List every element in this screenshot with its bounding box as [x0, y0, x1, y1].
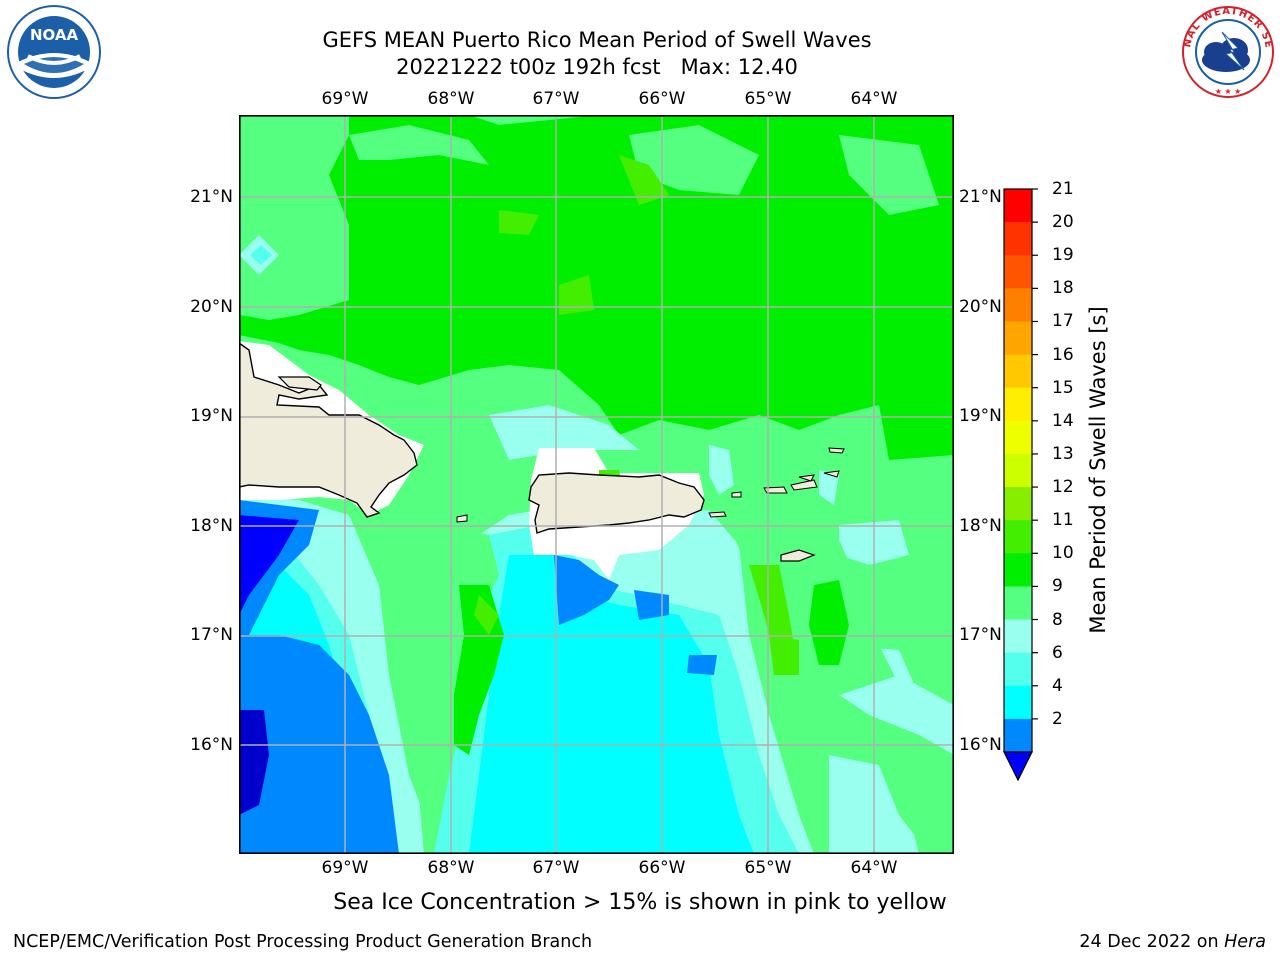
lat-tick-right-3: 18°N — [959, 516, 1002, 536]
lon-tick-top-0: 69°W — [321, 89, 369, 109]
colorbar-under-arrow — [1003, 751, 1033, 782]
colorbar-tick-17: 17 — [1052, 311, 1074, 332]
colorbar-tick-10: 10 — [1052, 543, 1074, 564]
colorbar-band-1 — [1004, 222, 1032, 256]
lat-tick-right-2: 19°N — [959, 406, 1002, 426]
lon-tick-top-3: 66°W — [638, 89, 686, 109]
colorbar-tick-4: 4 — [1052, 675, 1063, 696]
colorbar-title: Mean Period of Swell Waves [s] — [1086, 306, 1110, 634]
lat-tick-left-5: 16°N — [190, 735, 233, 755]
colorbar-tick-2: 2 — [1052, 708, 1063, 729]
colorbar-tick-15: 15 — [1052, 377, 1074, 398]
colorbar-tick-19: 19 — [1052, 245, 1074, 266]
lon-tick-top-5: 64°W — [850, 89, 898, 109]
map-grid — [239, 115, 954, 854]
colorbar-band-4 — [1004, 321, 1032, 356]
colorbar-band-8 — [1004, 453, 1032, 488]
lon-tick-bottom-0: 69°W — [321, 858, 369, 878]
lat-tick-right-0: 21°N — [959, 187, 1002, 207]
colorbar-tick-14: 14 — [1052, 410, 1074, 431]
sea-ice-note: Sea Ice Concentration > 15% is shown in … — [333, 890, 947, 915]
lat-tick-left-4: 17°N — [190, 625, 233, 645]
colorbar-band-16 — [1004, 718, 1032, 753]
colorbar-tick-16: 16 — [1052, 344, 1074, 365]
colorbar — [1003, 188, 1038, 782]
lat-tick-left-2: 19°N — [190, 406, 233, 426]
colorbar-band-7 — [1004, 420, 1032, 455]
colorbar-band-15 — [1004, 685, 1032, 720]
map-subtitle: 20221222 t00z 192h fcst Max: 12.40 — [396, 55, 798, 79]
lon-tick-bottom-5: 64°W — [850, 858, 898, 878]
lat-tick-left-0: 21°N — [190, 187, 233, 207]
lon-tick-top-2: 67°W — [532, 89, 580, 109]
colorbar-tick-9: 9 — [1052, 576, 1063, 597]
lat-tick-right-5: 16°N — [959, 735, 1002, 755]
noaa-logo-icon: NOAA — [7, 5, 101, 99]
nws-logo-icon: NATIONAL WEATHER SERVICE ★ ★ ★ — [1178, 4, 1274, 98]
swell-band-10-11-north — [239, 115, 954, 460]
colorbar-band-13 — [1004, 619, 1032, 654]
colorbar-tick-11: 11 — [1052, 510, 1074, 531]
colorbar-band-6 — [1004, 387, 1032, 422]
noaa-logo-text: NOAA — [30, 26, 79, 44]
footer-host: Hera — [1224, 932, 1266, 952]
colorbar-tick-18: 18 — [1052, 278, 1074, 299]
colorbar-band-14 — [1004, 652, 1032, 687]
colorbar-tick-20: 20 — [1052, 212, 1074, 233]
colorbar-band-5 — [1004, 354, 1032, 389]
colorbar-tick-6: 6 — [1052, 642, 1063, 663]
colorbar-band-10 — [1004, 520, 1032, 554]
lon-tick-bottom-4: 65°W — [744, 858, 792, 878]
svg-text:★ ★ ★: ★ ★ ★ — [1215, 87, 1242, 96]
lat-tick-right-1: 20°N — [959, 297, 1002, 317]
colorbar-band-0 — [1004, 189, 1032, 223]
colorbar-tick-13: 13 — [1052, 443, 1074, 464]
footer-producer: NCEP/EMC/Verification Post Processing Pr… — [13, 932, 593, 952]
colorbar-band-12 — [1004, 586, 1032, 621]
lon-tick-bottom-1: 68°W — [427, 858, 475, 878]
colorbar-tick-12: 12 — [1052, 477, 1074, 498]
colorbar-band-9 — [1004, 487, 1032, 521]
lon-tick-top-1: 68°W — [427, 89, 475, 109]
lat-tick-right-4: 17°N — [959, 625, 1002, 645]
footer-date: 24 Dec 2022 on Hera — [1079, 932, 1266, 952]
colorbar-tick-21: 21 — [1052, 179, 1074, 199]
lon-tick-bottom-2: 67°W — [532, 858, 580, 878]
map-plot-area — [239, 115, 954, 854]
colorbar-tick-8: 8 — [1052, 609, 1063, 630]
colorbar-band-2 — [1004, 255, 1032, 289]
colorbar-band-11 — [1004, 553, 1032, 587]
lon-tick-top-4: 65°W — [744, 89, 792, 109]
lat-tick-left-3: 18°N — [190, 516, 233, 536]
lon-tick-bottom-3: 66°W — [638, 858, 686, 878]
map-title: GEFS MEAN Puerto Rico Mean Period of Swe… — [322, 28, 872, 52]
lat-tick-left-1: 20°N — [190, 297, 233, 317]
colorbar-band-3 — [1004, 288, 1032, 322]
swell-band-2-4 — [239, 500, 399, 854]
